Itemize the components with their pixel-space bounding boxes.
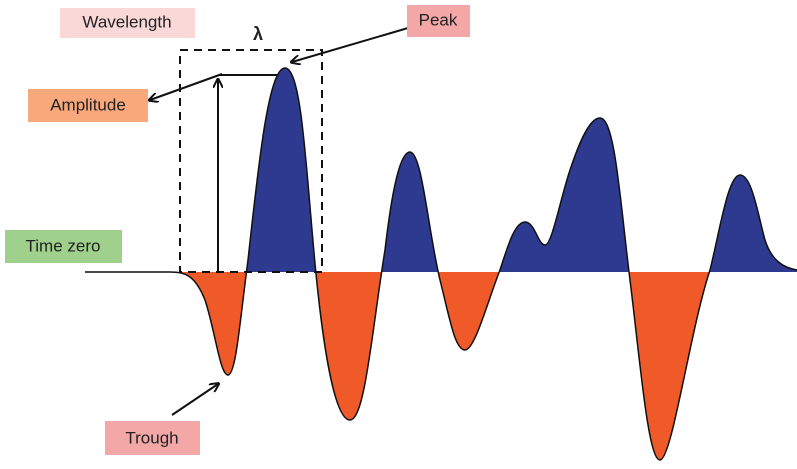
amplitude-pointer: [150, 74, 222, 100]
peak-label: Peak: [419, 10, 458, 29]
trough-pointer: [172, 384, 218, 415]
time-zero-label: Time zero: [26, 236, 101, 255]
trough-label: Trough: [125, 428, 178, 447]
wavelet-diagram: Wavelength λ Peak Amplitude Time zero Tr…: [0, 0, 797, 469]
amplitude-label: Amplitude: [50, 95, 126, 114]
wavelength-label: Wavelength: [82, 12, 171, 31]
lambda-label: λ: [253, 24, 263, 44]
peak-pointer: [292, 28, 408, 62]
